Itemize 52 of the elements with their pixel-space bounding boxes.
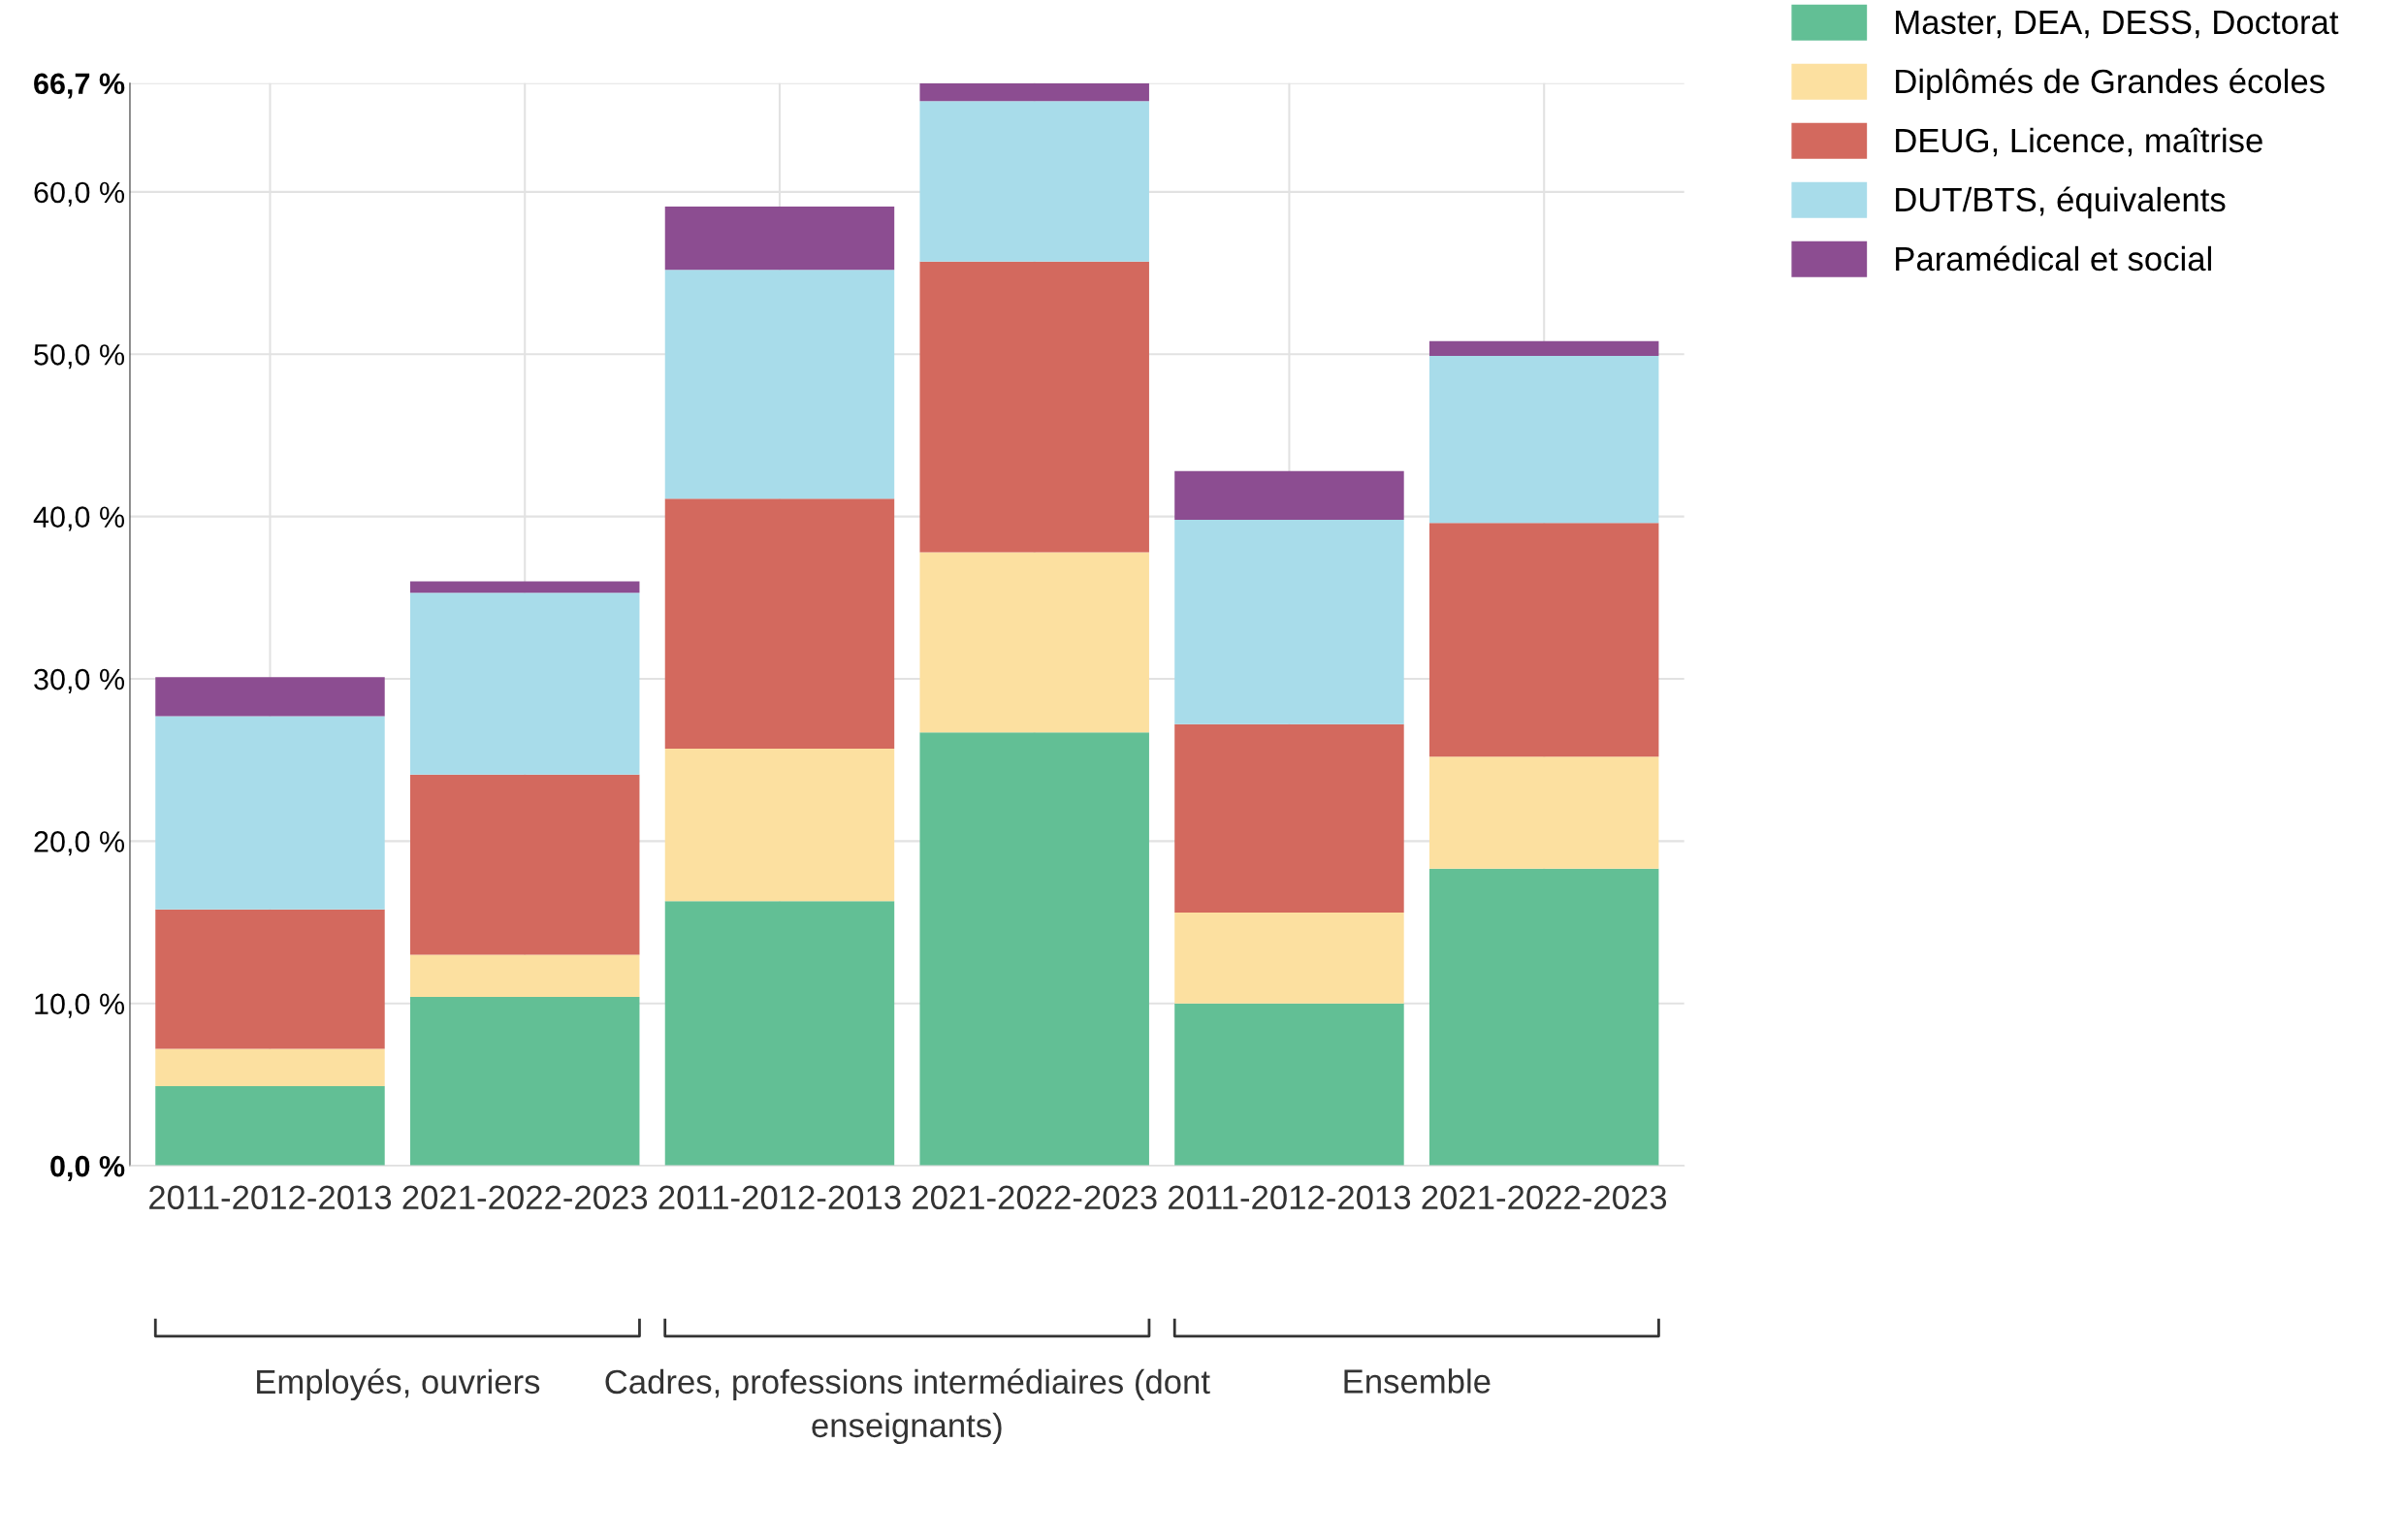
bar: [1428, 355, 1659, 524]
text: Cadres, professions intermédiaires (dont enseignants): [605, 1368, 1210, 1445]
bar: [409, 774, 640, 955]
legend-label: DUT/BTS, équivalents: [1896, 186, 2226, 219]
bar: [155, 909, 385, 1049]
y-tick-label: 50,0 %: [34, 344, 125, 369]
bar: [1174, 519, 1404, 724]
bar: [919, 552, 1149, 733]
bar: [664, 270, 895, 499]
text: Employés, ouvriers: [257, 1368, 540, 1401]
bar: [664, 498, 895, 749]
x-tick-label: 2021-2022-2023: [402, 1185, 648, 1210]
legend-label: Diplômés de Grandes écoles: [1896, 68, 2325, 101]
bar: [1428, 868, 1659, 1167]
y-tick-label: 66,7 %: [34, 73, 125, 99]
bar: [155, 677, 385, 717]
legend-label: DEUG, Licence, maîtrise: [1896, 127, 2262, 157]
y-tick-label: 30,0 %: [34, 668, 125, 693]
bar: [1174, 470, 1404, 520]
bar: [919, 261, 1149, 553]
bar: [1174, 723, 1404, 914]
bar: [1428, 523, 1659, 757]
bar: [919, 101, 1149, 262]
x-tick-label: 2021-2022-2023: [1422, 1185, 1667, 1210]
bar: [409, 954, 640, 998]
y-tick-label: 10,0 %: [35, 993, 125, 1018]
bar: [409, 581, 640, 594]
y-tick-label: 60,0 %: [34, 181, 125, 207]
legend-label: Paramédical et social: [1896, 245, 2211, 272]
y-tick-label: 20,0 %: [34, 831, 125, 856]
x-tick-label: 2021-2022-2023: [913, 1185, 1157, 1210]
x-tick-label: 2011-2012-2013: [658, 1185, 901, 1210]
bar: [409, 593, 640, 775]
bar: [664, 206, 895, 271]
bar: [664, 748, 895, 902]
y-tick-label: 0,0 %: [50, 1155, 125, 1181]
x-tick-label: 2011-2012-2013: [149, 1185, 392, 1210]
bar: [409, 997, 640, 1167]
bar: [919, 732, 1149, 1167]
y-tick-label: 40,0 %: [33, 506, 125, 531]
bar: [1428, 756, 1659, 869]
legend-label: Master, DEA, DESS, Doctorat: [1896, 10, 2339, 39]
bar: [155, 1086, 385, 1167]
bar: [1428, 340, 1659, 356]
bar: [919, 82, 1149, 102]
bar: [155, 1048, 385, 1087]
bar: [155, 716, 385, 910]
bar: [664, 901, 895, 1167]
x-tick-label: 2011-2012-2013: [1169, 1185, 1411, 1210]
bar: [1174, 913, 1404, 1004]
text: Ensemble: [1344, 1368, 1491, 1394]
bar: [1174, 1003, 1404, 1167]
